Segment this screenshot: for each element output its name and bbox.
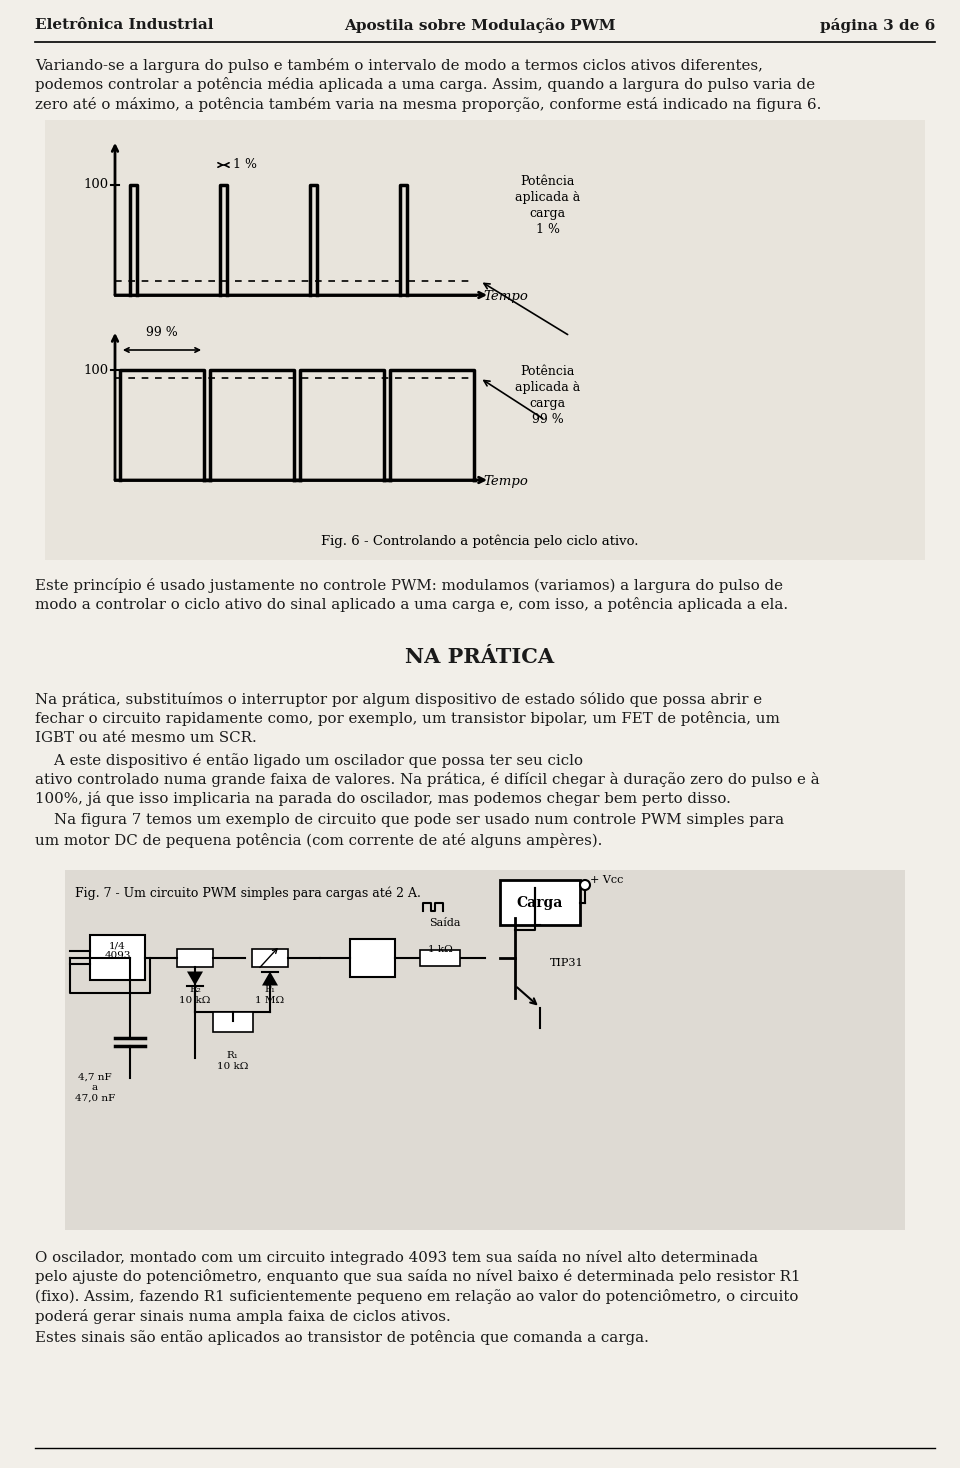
Text: TIP31: TIP31 [550, 957, 584, 967]
Text: 100%, já que isso implicaria na parada do oscilador, mas podemos chegar bem pert: 100%, já que isso implicaria na parada d… [35, 791, 731, 806]
Text: A este dispositivo é então ligado um oscilador que possa ter seu ciclo: A este dispositivo é então ligado um osc… [35, 753, 583, 768]
Text: Este princípio é usado justamente no controle PWM: modulamos (variamos) a largur: Este princípio é usado justamente no con… [35, 578, 783, 593]
Text: + Vcc: + Vcc [590, 875, 623, 885]
Circle shape [580, 879, 590, 890]
Text: (fixo). Assim, fazendo R1 suficientemente pequeno em relação ao valor do potenci: (fixo). Assim, fazendo R1 suficientement… [35, 1289, 799, 1304]
Text: R₂
10 kΩ: R₂ 10 kΩ [180, 985, 210, 1006]
Text: IGBT ou até mesmo um SCR.: IGBT ou até mesmo um SCR. [35, 731, 256, 744]
Text: 100: 100 [84, 364, 109, 376]
Bar [350, 938, 395, 976]
Bar [252, 948, 288, 966]
Bar [420, 950, 460, 966]
Text: Carga: Carga [516, 895, 564, 910]
Text: Saída: Saída [429, 918, 461, 928]
Text: 1 kΩ: 1 kΩ [427, 945, 452, 954]
Text: ativo controlado numa grande faixa de valores. Na prática, é difícil chegar à du: ativo controlado numa grande faixa de va… [35, 772, 820, 787]
Text: Estes sinais são então aplicados ao transistor de potência que comanda a carga.: Estes sinais são então aplicados ao tran… [35, 1330, 649, 1345]
Text: 4,7 nF
a
47,0 nF: 4,7 nF a 47,0 nF [75, 1073, 115, 1102]
Text: podemos controlar a potência média aplicada a uma carga. Assim, quando a largura: podemos controlar a potência média aplic… [35, 78, 815, 92]
Bar [177, 948, 213, 966]
Text: Potência
aplicada à
carga
99 %: Potência aplicada à carga 99 % [515, 366, 580, 426]
Text: Na prática, substituímos o interruptor por algum dispositivo de estado sólido qu: Na prática, substituímos o interruptor p… [35, 691, 762, 708]
Text: zero até o máximo, a potência também varia na mesma proporção, conforme está ind: zero até o máximo, a potência também var… [35, 97, 822, 112]
Text: 99 %: 99 % [146, 326, 178, 339]
Text: 1 %: 1 % [233, 159, 257, 172]
Text: Potência
aplicada à
carga
1 %: Potência aplicada à carga 1 % [515, 175, 580, 236]
Bar [500, 879, 580, 925]
Text: modo a controlar o ciclo ativo do sinal aplicado a uma carga e, com isso, a potê: modo a controlar o ciclo ativo do sinal … [35, 597, 788, 612]
Bar [45, 120, 925, 559]
Bar [212, 1011, 252, 1032]
Text: um motor DC de pequena potência (com corrente de até alguns ampères).: um motor DC de pequena potência (com cor… [35, 832, 602, 847]
Text: NA PRÁTICA: NA PRÁTICA [405, 647, 555, 666]
Text: página 3 de 6: página 3 de 6 [820, 18, 935, 32]
Text: Fig. 6 - Controlando a potência pelo ciclo ativo.: Fig. 6 - Controlando a potência pelo cic… [322, 534, 638, 549]
Text: poderá gerar sinais numa ampla faixa de ciclos ativos.: poderá gerar sinais numa ampla faixa de … [35, 1308, 451, 1324]
Text: Na figura 7 temos um exemplo de circuito que pode ser usado num controle PWM sim: Na figura 7 temos um exemplo de circuito… [35, 813, 784, 826]
Bar [65, 871, 905, 1230]
Text: Tempo: Tempo [483, 291, 528, 302]
Text: Fig. 7 - Um circuito PWM simples para cargas até 2 A.: Fig. 7 - Um circuito PWM simples para ca… [75, 887, 420, 900]
Text: 100: 100 [84, 179, 109, 191]
Text: 1/4
4093: 1/4 4093 [105, 941, 131, 960]
Text: pelo ajuste do potenciômetro, enquanto que sua saída no nível baixo é determinad: pelo ajuste do potenciômetro, enquanto q… [35, 1270, 801, 1284]
Text: fechar o circuito rapidamente como, por exemplo, um transistor bipolar, um FET d: fechar o circuito rapidamente como, por … [35, 712, 780, 727]
Text: O oscilador, montado com um circuito integrado 4093 tem sua saída no nível alto : O oscilador, montado com um circuito int… [35, 1249, 758, 1265]
Polygon shape [187, 972, 203, 985]
Text: Apostila sobre Modulação PWM: Apostila sobre Modulação PWM [345, 18, 615, 32]
Bar [90, 935, 145, 981]
Polygon shape [262, 972, 278, 985]
Text: Eletrônica Industrial: Eletrônica Industrial [35, 18, 213, 32]
Text: Variando-se a largura do pulso e também o intervalo de modo a termos ciclos ativ: Variando-se a largura do pulso e também … [35, 59, 763, 73]
Text: P₁
1 MΩ: P₁ 1 MΩ [255, 985, 284, 1006]
Text: R₁
10 kΩ: R₁ 10 kΩ [217, 1051, 249, 1070]
Text: Tempo: Tempo [483, 476, 528, 487]
